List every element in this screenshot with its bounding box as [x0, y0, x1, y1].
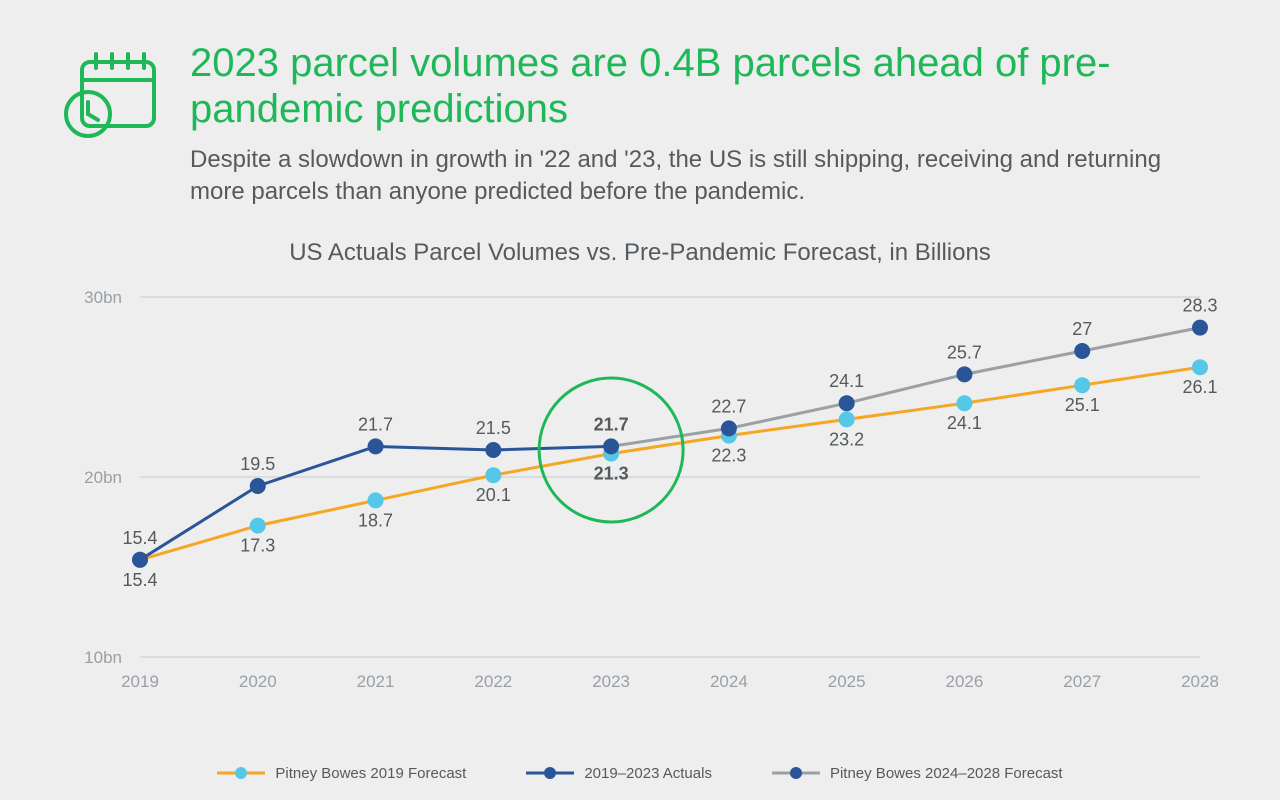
chart-container: 10bn 20bn 30bn 2019 2020 2021 2022 2023 2024 2025…: [0, 277, 1280, 757]
data-label: 21.3: [594, 463, 629, 483]
x-tick-label: 2026: [946, 672, 984, 691]
data-marker: [485, 467, 501, 483]
data-label: 21.7: [594, 414, 629, 434]
data-label: 22.3: [711, 445, 746, 465]
chart-legend: Pitney Bowes 2019 Forecast 2019–2023 Actu…: [0, 765, 1280, 782]
data-marker: [250, 478, 266, 494]
x-tick-label: 2028: [1181, 672, 1219, 691]
data-label: 17.3: [240, 535, 275, 555]
data-label: 15.4: [122, 570, 157, 590]
data-marker: [132, 552, 148, 568]
data-label: 24.1: [947, 413, 982, 433]
x-tick-label: 2022: [474, 672, 512, 691]
data-marker: [1192, 319, 1208, 335]
data-label: 20.1: [476, 485, 511, 505]
data-marker: [956, 395, 972, 411]
data-label: 21.7: [358, 414, 393, 434]
data-marker: [603, 438, 619, 454]
data-marker: [1192, 359, 1208, 375]
data-label: 18.7: [358, 510, 393, 530]
data-marker: [1074, 377, 1090, 393]
x-tick-label: 2024: [710, 672, 748, 691]
header: 2023 parcel volumes are 0.4B parcels ahe…: [0, 0, 1280, 219]
legend-label: Pitney Bowes 2019 Forecast: [275, 765, 466, 782]
chart-title: US Actuals Parcel Volumes vs. Pre-Pandem…: [0, 239, 1280, 267]
legend-label: Pitney Bowes 2024–2028 Forecast: [830, 765, 1063, 782]
data-marker: [839, 411, 855, 427]
legend-item: Pitney Bowes 2024–2028 Forecast: [772, 765, 1063, 782]
y-tick-label: 30bn: [84, 288, 122, 307]
x-tick-label: 2025: [828, 672, 866, 691]
legend-swatch: [217, 766, 265, 780]
page-title: 2023 parcel volumes are 0.4B parcels ahe…: [190, 40, 1220, 132]
data-label: 23.2: [829, 429, 864, 449]
data-label: 28.3: [1182, 295, 1217, 315]
header-text: 2023 parcel volumes are 0.4B parcels ahe…: [190, 40, 1220, 209]
data-label: 25.7: [947, 342, 982, 362]
data-label: 21.5: [476, 418, 511, 438]
x-tick-label: 2023: [592, 672, 630, 691]
data-marker: [485, 442, 501, 458]
x-tick-label: 2020: [239, 672, 277, 691]
x-tick-label: 2027: [1063, 672, 1101, 691]
line-chart: 10bn 20bn 30bn 2019 2020 2021 2022 2023 2024 2025…: [0, 277, 1280, 697]
data-label: 26.1: [1182, 377, 1217, 397]
data-marker: [1074, 343, 1090, 359]
x-tick-label: 2019: [121, 672, 159, 691]
data-label: 24.1: [829, 371, 864, 391]
page-subtitle: Despite a slowdown in growth in '22 and …: [190, 144, 1220, 209]
data-marker: [368, 438, 384, 454]
data-label: 25.1: [1065, 395, 1100, 415]
data-marker: [250, 517, 266, 533]
legend-label: 2019–2023 Actuals: [584, 765, 712, 782]
legend-item: Pitney Bowes 2019 Forecast: [217, 765, 466, 782]
data-label: 22.7: [711, 396, 746, 416]
x-tick-label: 2021: [357, 672, 395, 691]
y-tick-label: 20bn: [84, 468, 122, 487]
data-label: 15.4: [122, 528, 157, 548]
data-marker: [368, 492, 384, 508]
data-marker: [956, 366, 972, 382]
data-marker: [839, 395, 855, 411]
data-label: 27: [1072, 319, 1092, 339]
calendar-clock-icon: [60, 40, 160, 140]
series-line: [140, 367, 1200, 560]
legend-swatch: [772, 766, 820, 780]
data-marker: [721, 420, 737, 436]
legend-swatch: [526, 766, 574, 780]
data-label: 19.5: [240, 454, 275, 474]
y-tick-label: 10bn: [84, 648, 122, 667]
legend-item: 2019–2023 Actuals: [526, 765, 712, 782]
